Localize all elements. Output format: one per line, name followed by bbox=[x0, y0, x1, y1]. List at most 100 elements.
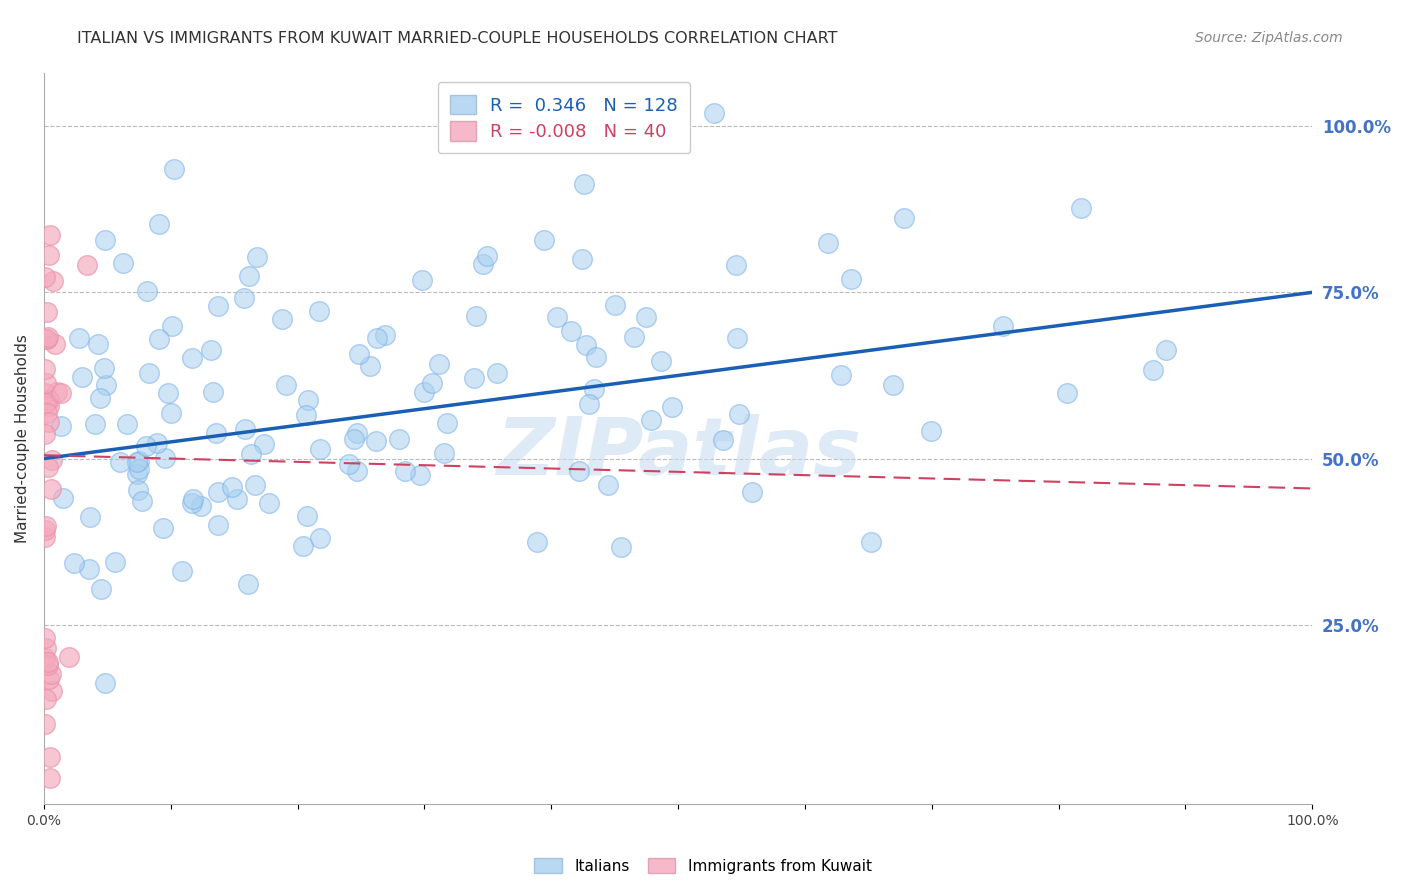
Point bbox=[583, 382, 606, 396]
Point bbox=[596, 478, 619, 492]
Point bbox=[623, 330, 645, 344]
Point bbox=[270, 311, 292, 326]
Point bbox=[364, 434, 387, 448]
Point bbox=[741, 484, 763, 499]
Point bbox=[44, 337, 66, 351]
Point bbox=[39, 749, 62, 764]
Point bbox=[34, 651, 56, 665]
Point bbox=[37, 655, 59, 669]
Text: ZIPatlas: ZIPatlas bbox=[495, 414, 860, 492]
Point bbox=[38, 399, 60, 413]
Point bbox=[893, 211, 915, 225]
Point bbox=[221, 479, 243, 493]
Point bbox=[207, 517, 229, 532]
Point bbox=[882, 377, 904, 392]
Y-axis label: Married-couple Households: Married-couple Households bbox=[15, 334, 30, 543]
Point bbox=[112, 256, 135, 270]
Point bbox=[170, 564, 193, 578]
Point bbox=[411, 273, 433, 287]
Point bbox=[41, 453, 63, 467]
Point bbox=[104, 555, 127, 569]
Point bbox=[1142, 363, 1164, 377]
Point bbox=[181, 491, 204, 506]
Point bbox=[160, 406, 183, 420]
Point bbox=[243, 478, 266, 492]
Point bbox=[728, 407, 751, 421]
Point bbox=[236, 577, 259, 591]
Point bbox=[366, 331, 388, 345]
Point bbox=[703, 106, 725, 120]
Point bbox=[131, 494, 153, 508]
Point bbox=[420, 376, 443, 390]
Point bbox=[308, 531, 330, 545]
Point bbox=[41, 666, 63, 681]
Point bbox=[89, 391, 111, 405]
Point bbox=[39, 227, 62, 242]
Point bbox=[546, 310, 568, 325]
Point bbox=[433, 446, 456, 460]
Point bbox=[128, 461, 150, 475]
Legend: Italians, Immigrants from Kuwait: Italians, Immigrants from Kuwait bbox=[529, 852, 877, 880]
Point bbox=[90, 582, 112, 596]
Point bbox=[571, 252, 593, 266]
Point bbox=[1154, 343, 1177, 358]
Point bbox=[135, 439, 157, 453]
Point bbox=[127, 467, 149, 482]
Point bbox=[578, 397, 600, 411]
Point bbox=[409, 467, 432, 482]
Point bbox=[155, 450, 177, 465]
Point bbox=[41, 684, 63, 698]
Point bbox=[257, 496, 280, 510]
Point bbox=[38, 393, 60, 408]
Point bbox=[568, 464, 591, 478]
Point bbox=[343, 432, 366, 446]
Point bbox=[94, 377, 117, 392]
Point bbox=[34, 717, 56, 731]
Point bbox=[35, 519, 58, 533]
Point bbox=[276, 377, 298, 392]
Point bbox=[349, 347, 371, 361]
Point bbox=[486, 366, 509, 380]
Point bbox=[374, 328, 396, 343]
Point bbox=[125, 455, 148, 469]
Point bbox=[127, 483, 149, 497]
Point bbox=[294, 409, 316, 423]
Point bbox=[394, 464, 416, 478]
Point bbox=[163, 162, 186, 177]
Point bbox=[839, 272, 862, 286]
Point bbox=[640, 413, 662, 427]
Point bbox=[115, 417, 138, 431]
Point bbox=[146, 436, 169, 450]
Point bbox=[37, 330, 59, 344]
Point bbox=[38, 248, 60, 262]
Point bbox=[190, 499, 212, 513]
Point bbox=[560, 324, 582, 338]
Point bbox=[108, 455, 131, 469]
Point bbox=[39, 771, 62, 785]
Point bbox=[574, 178, 596, 192]
Point bbox=[346, 464, 368, 478]
Point bbox=[37, 305, 59, 319]
Point bbox=[67, 330, 90, 344]
Point bbox=[830, 368, 852, 382]
Point bbox=[148, 332, 170, 346]
Point bbox=[79, 510, 101, 524]
Point bbox=[49, 418, 72, 433]
Point bbox=[35, 332, 58, 346]
Point bbox=[93, 361, 115, 376]
Point bbox=[152, 521, 174, 535]
Point bbox=[207, 485, 229, 500]
Point bbox=[225, 492, 247, 507]
Point bbox=[526, 534, 548, 549]
Point bbox=[72, 370, 94, 384]
Point bbox=[388, 432, 411, 446]
Point bbox=[337, 458, 360, 472]
Point bbox=[35, 395, 58, 409]
Point bbox=[585, 350, 607, 364]
Point bbox=[160, 319, 183, 334]
Point bbox=[34, 269, 56, 284]
Point bbox=[239, 447, 262, 461]
Point bbox=[605, 298, 627, 312]
Point bbox=[291, 539, 314, 553]
Point bbox=[359, 359, 381, 374]
